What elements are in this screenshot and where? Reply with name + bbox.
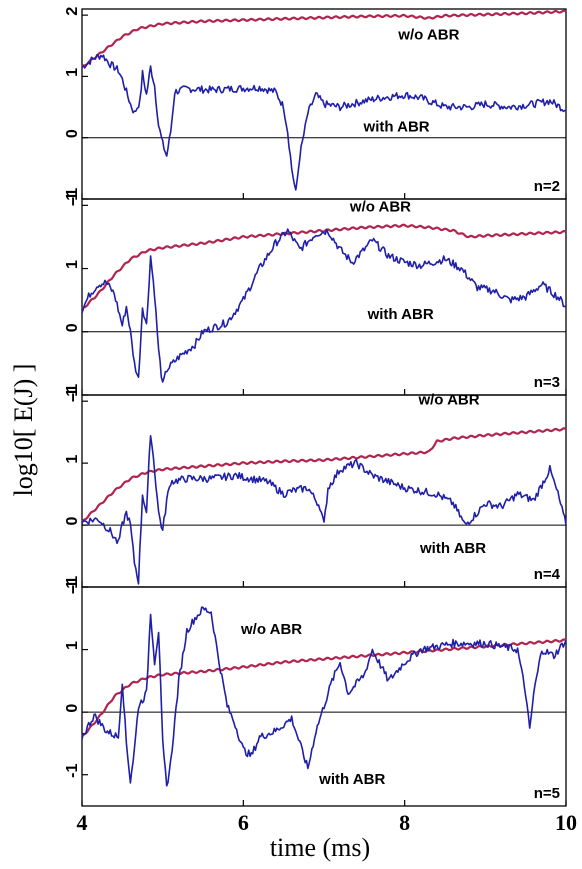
series-line-with-abr-n=2 — [81, 54, 567, 191]
y-tick-label: 1 — [64, 260, 81, 269]
annotation-label: w/o ABR — [417, 391, 479, 408]
y-axis-label: log10[ E(J) ] — [9, 364, 38, 497]
series-line-with-abr-n=4 — [81, 434, 567, 585]
y-tick-label: -1 — [64, 576, 81, 590]
annotation-label: with ABR — [419, 540, 486, 557]
y-tick-label: 0 — [64, 129, 81, 138]
series-line-with-abr-n=5 — [81, 606, 567, 787]
y-tick-label: -1 — [64, 764, 81, 778]
annotation-label: with ABR — [318, 771, 385, 788]
y-tick-label: 0 — [64, 517, 81, 526]
y-tick-label: -1 — [64, 188, 81, 202]
y-tick-label: -1 — [64, 192, 81, 206]
panel-label: n=2 — [534, 178, 560, 195]
panel-label: n=5 — [534, 785, 560, 802]
y-tick-label: 0 — [64, 704, 81, 713]
series-line-wo-abr-n=3 — [81, 223, 567, 310]
panel-label: n=3 — [534, 374, 560, 391]
panel-frame-n=4 — [81, 394, 567, 588]
x-tick-label: 6 — [238, 810, 249, 835]
series-line-wo-abr-n=2 — [81, 9, 567, 68]
annotation-label: w/o ABR — [349, 199, 411, 216]
x-tick-label: 10 — [555, 810, 577, 835]
annotation-label: w/o ABR — [240, 621, 302, 638]
y-tick-label: 0 — [64, 323, 81, 332]
y-tick-label: -1 — [64, 384, 81, 398]
x-axis-label: time (ms) — [270, 833, 370, 862]
y-tick-label: -1 — [64, 580, 81, 594]
panel-frame-n=5 — [81, 586, 567, 807]
panel-label: n=4 — [534, 566, 561, 583]
series-line-with-abr-n=3 — [81, 228, 567, 383]
series-line-wo-abr-n=5 — [81, 638, 567, 738]
annotation-label: w/o ABR — [397, 27, 459, 44]
y-tick-label: 1 — [64, 641, 81, 650]
annotation-label: with ABR — [363, 119, 430, 136]
y-tick-label: -1 — [64, 388, 81, 402]
series-line-wo-abr-n=4 — [81, 427, 567, 522]
annotation-label: with ABR — [367, 306, 434, 323]
x-tick-label: 4 — [77, 810, 88, 835]
y-tick-label: 1 — [64, 455, 81, 464]
y-tick-label: 1 — [64, 68, 81, 77]
y-tick-label: 2 — [64, 7, 81, 16]
x-tick-label: 8 — [399, 810, 410, 835]
